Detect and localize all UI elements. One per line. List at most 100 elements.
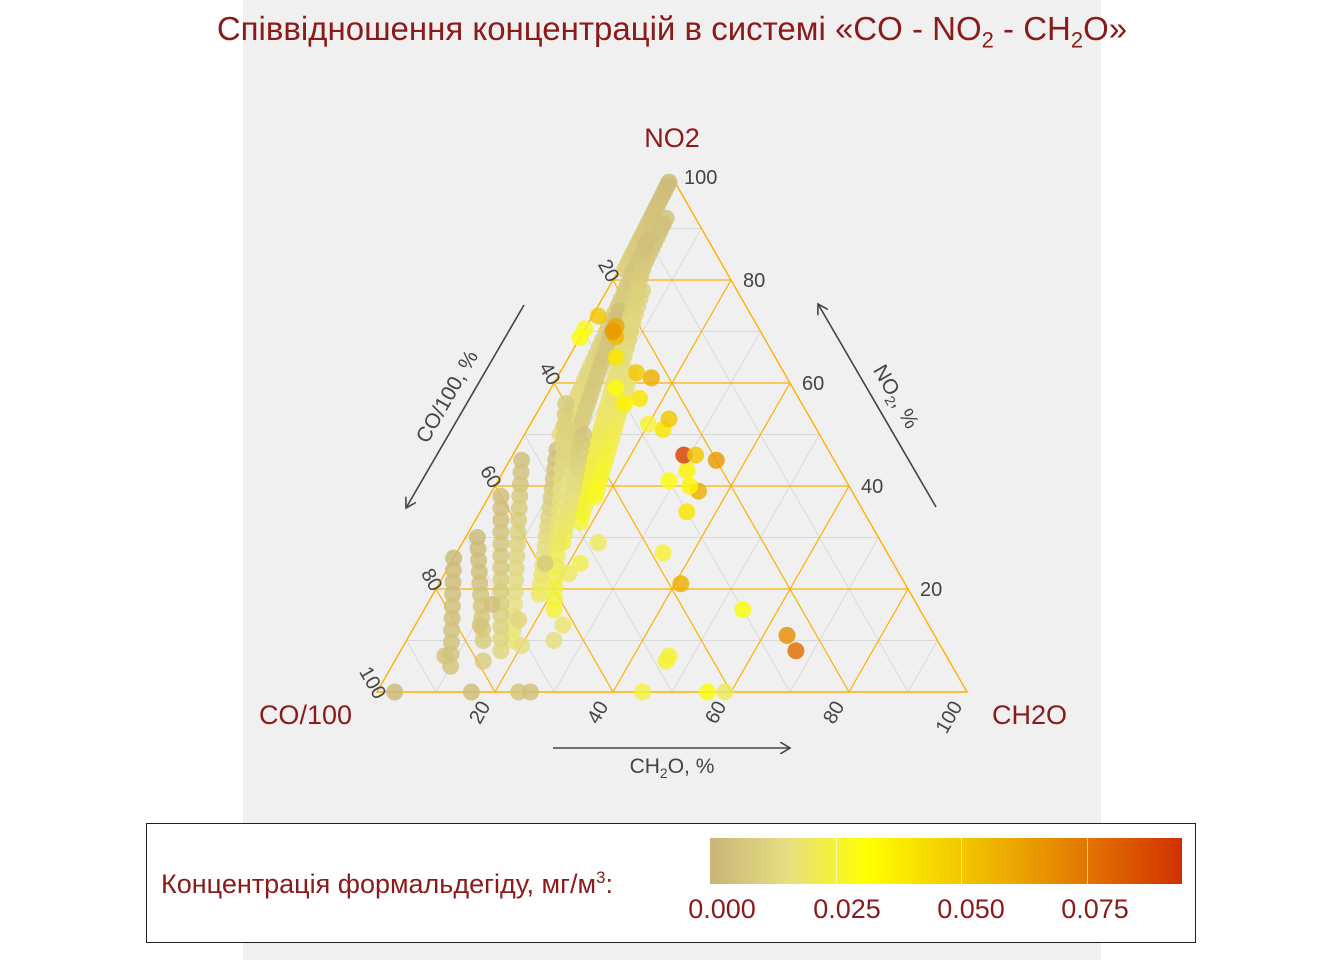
data-point — [483, 596, 501, 613]
data-point — [510, 511, 528, 529]
axis-title-left: CO/100, % — [412, 347, 483, 447]
legend: Концентрація формальдегіду, мг/м3: 0.000… — [146, 823, 1196, 943]
data-point — [511, 475, 529, 493]
gridline-co — [642, 228, 909, 693]
data-point — [492, 630, 510, 648]
data-point — [444, 573, 462, 591]
colorbar-tick-label: 0.075 — [1061, 894, 1129, 924]
title-part: O» — [1083, 10, 1128, 47]
data-point — [443, 597, 461, 615]
vertex-label-right: CH2O — [992, 700, 1067, 730]
data-point — [716, 683, 734, 701]
data-point — [639, 415, 657, 433]
data-point — [589, 534, 607, 552]
data-point — [681, 477, 699, 495]
data-point — [654, 544, 672, 562]
data-point — [444, 561, 462, 579]
data-point — [660, 410, 678, 428]
data-point — [492, 559, 510, 577]
data-point — [513, 637, 530, 655]
data-point — [560, 565, 578, 582]
data-point — [510, 683, 528, 701]
data-point — [492, 582, 510, 600]
data-point — [778, 626, 796, 644]
data-point — [445, 549, 463, 567]
axis-arrow-right — [818, 304, 937, 508]
data-point — [787, 642, 805, 660]
data-point — [545, 632, 563, 649]
data-point — [572, 554, 589, 572]
title-part: Співвідношення концентрацій в системі «C… — [216, 10, 982, 47]
legend-title-colon: : — [605, 869, 614, 899]
data-point — [521, 683, 539, 701]
data-point — [436, 647, 454, 665]
data-point — [513, 451, 531, 469]
gridline-ch2o — [789, 537, 879, 693]
gridline-ch2o — [907, 640, 938, 693]
data-point — [443, 621, 461, 639]
tick-label-no2: 100 — [684, 167, 717, 189]
gridline-co — [406, 640, 437, 693]
data-point — [734, 601, 752, 619]
data-point — [571, 329, 589, 347]
data-point — [492, 618, 510, 636]
legend-title: Концентрація формальдегіду, мг/м3: — [161, 868, 613, 900]
tick-label-ch2o: 40 — [583, 698, 613, 728]
gridline-ch2o — [612, 382, 791, 693]
axis-title-bottom: CH2O, % — [630, 755, 715, 781]
tick-label-no2: 60 — [802, 373, 824, 395]
data-point — [474, 632, 492, 649]
tick-label-ch2o: 20 — [465, 698, 495, 728]
data-point — [634, 683, 651, 701]
data-point — [509, 523, 527, 541]
tick-label-no2: 80 — [743, 270, 765, 292]
data-point — [572, 513, 589, 531]
colorbar — [710, 838, 1182, 884]
tick-label-ch2o: 60 — [701, 698, 731, 728]
data-point — [530, 585, 548, 603]
axis-title-part: CH — [630, 755, 660, 778]
triangle-border — [375, 175, 969, 693]
data-point — [474, 652, 492, 670]
colorbar-tick-label: 0.050 — [937, 894, 1005, 924]
data-point — [386, 683, 404, 701]
data-point — [508, 547, 526, 565]
data-point — [492, 535, 510, 553]
data-point — [507, 571, 525, 589]
title-subscript: 2 — [1070, 27, 1084, 53]
tick-label-ch2o: 80 — [819, 698, 849, 728]
data-point — [511, 487, 529, 505]
data-point — [607, 379, 625, 397]
axis-title-part: NO — [868, 361, 904, 400]
colorbar-tick-mark — [1086, 838, 1088, 884]
gridline-ch2o — [848, 588, 909, 693]
data-point — [492, 523, 510, 541]
tick-label-ch2o: 100 — [932, 698, 968, 738]
colorbar-tick-label: 0.000 — [688, 894, 756, 924]
data-points — [386, 173, 805, 701]
colorbar-tick-mark — [961, 838, 963, 884]
data-point — [586, 487, 604, 505]
tick-label-co: 60 — [475, 462, 505, 492]
axis-title-right: NO2, % — [866, 361, 923, 434]
data-point — [492, 571, 510, 588]
data-point — [554, 616, 572, 634]
data-point — [698, 683, 716, 701]
data-point — [492, 487, 510, 505]
vertex-label-top: NO2 — [644, 123, 700, 153]
data-point — [536, 554, 554, 572]
chart-title: Співвідношення концентрацій в системі «C… — [0, 10, 1344, 54]
data-point — [675, 446, 693, 464]
tick-label-co: 20 — [593, 256, 623, 286]
data-point — [510, 611, 528, 629]
data-point — [616, 395, 634, 413]
data-point — [628, 364, 646, 382]
data-point — [492, 547, 510, 565]
data-point — [492, 499, 510, 517]
axis-arrow-left — [406, 304, 525, 508]
colorbar-tick-mark — [835, 838, 837, 884]
data-point — [506, 596, 523, 613]
data-point — [672, 575, 690, 593]
data-point — [512, 463, 530, 481]
